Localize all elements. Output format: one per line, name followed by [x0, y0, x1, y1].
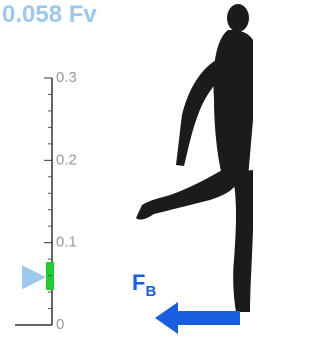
page: 0.058 Fv FB 00.10.20.3 (() => { const da… — [0, 0, 253, 346]
tick-label: 0 — [56, 316, 64, 333]
tick-label: 0.1 — [56, 234, 77, 251]
runner-figure — [136, 4, 253, 312]
simulation-view: 0.058 Fv FB 0 0.1 0.2 0.3 — [0, 0, 253, 346]
readout: 0.058 Fv — [2, 1, 97, 28]
tick-label: 0.3 — [56, 69, 77, 86]
force-label: FB — [132, 270, 156, 300]
level-pointer — [22, 265, 46, 289]
tick-label: 0.2 — [56, 151, 77, 168]
readout-value: 0.058 — [2, 1, 62, 28]
readout-unit: Fv — [69, 1, 98, 28]
force-arrow — [155, 302, 240, 334]
force-sub: B — [145, 283, 156, 300]
force-main: F — [132, 270, 145, 295]
